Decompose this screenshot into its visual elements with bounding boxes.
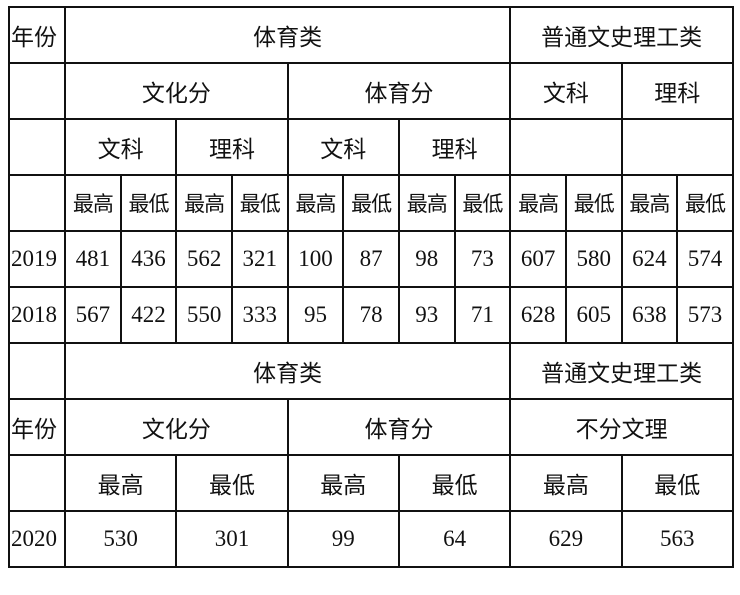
score-cell: 71 bbox=[453, 286, 512, 344]
max-header: 最高 bbox=[64, 174, 122, 232]
blank-cell bbox=[8, 342, 66, 400]
no-split-header: 不分文理 bbox=[509, 398, 734, 456]
score-cell: 563 bbox=[620, 510, 734, 568]
max-header: 最高 bbox=[509, 454, 623, 512]
max-header: 最高 bbox=[175, 174, 233, 232]
data-row-2019: 2019 481 436 562 321 100 87 98 73 607 580 624 574 bbox=[8, 230, 734, 288]
score-cell: 333 bbox=[230, 286, 289, 344]
score-cell: 567 bbox=[64, 286, 122, 344]
score-cell: 95 bbox=[286, 286, 345, 344]
culture-science-header: 理科 bbox=[175, 118, 289, 176]
score-cell: 580 bbox=[564, 230, 623, 288]
blank-cell bbox=[8, 454, 66, 512]
blank-cell bbox=[8, 118, 66, 176]
general-science-header: 理科 bbox=[620, 62, 734, 120]
score-cell: 321 bbox=[230, 230, 289, 288]
score-cell: 73 bbox=[453, 230, 512, 288]
score-cell: 93 bbox=[397, 286, 456, 344]
bottom-header-row-3: 最高 最低 最高 最低 最高 最低 bbox=[8, 454, 734, 512]
year-cell: 2020 bbox=[8, 510, 66, 568]
score-cell: 64 bbox=[397, 510, 512, 568]
score-cell: 638 bbox=[620, 286, 679, 344]
score-cell: 574 bbox=[676, 230, 734, 288]
min-header: 最低 bbox=[453, 174, 512, 232]
max-header: 最高 bbox=[620, 174, 679, 232]
sports-header: 体育类 bbox=[63, 6, 512, 64]
general-header: 普通文史理工类 bbox=[509, 342, 734, 400]
score-cell: 481 bbox=[64, 230, 122, 288]
general-liberal-header: 文科 bbox=[509, 62, 623, 120]
sports-science-header: 理科 bbox=[397, 118, 512, 176]
bottom-header-row-1: 体育类 普通文史理工类 bbox=[8, 342, 734, 400]
culture-header: 文化分 bbox=[64, 398, 289, 456]
max-header: 最高 bbox=[63, 454, 178, 512]
score-cell: 530 bbox=[63, 510, 178, 568]
min-header: 最低 bbox=[397, 454, 512, 512]
score-cell: 562 bbox=[175, 230, 233, 288]
min-header: 最低 bbox=[564, 174, 623, 232]
score-cell: 100 bbox=[286, 230, 345, 288]
score-cell: 422 bbox=[119, 286, 178, 344]
score-cell: 607 bbox=[509, 230, 567, 288]
admission-score-table: 年份 体育类 普通文史理工类 文化分 体育分 文科 理科 文科 理科 文科 理科… bbox=[8, 6, 734, 568]
blank-cell bbox=[509, 118, 623, 176]
max-header: 最高 bbox=[286, 174, 345, 232]
blank-cell bbox=[620, 118, 734, 176]
sports-score-header: 体育分 bbox=[286, 62, 512, 120]
score-cell: 550 bbox=[175, 286, 233, 344]
score-cell: 99 bbox=[286, 510, 400, 568]
year-header: 年份 bbox=[8, 398, 66, 456]
min-header: 最低 bbox=[119, 174, 178, 232]
score-cell: 605 bbox=[564, 286, 623, 344]
max-header: 最高 bbox=[397, 174, 456, 232]
score-cell: 573 bbox=[676, 286, 734, 344]
header-row-2: 文化分 体育分 文科 理科 bbox=[8, 62, 734, 120]
max-header: 最高 bbox=[286, 454, 400, 512]
header-row-4: 最高 最低 最高 最低 最高 最低 最高 最低 最高 最低 最高 最低 bbox=[8, 174, 734, 232]
header-row-1: 年份 体育类 普通文史理工类 bbox=[8, 6, 734, 64]
min-header: 最低 bbox=[342, 174, 400, 232]
blank-cell bbox=[8, 174, 66, 232]
culture-header: 文化分 bbox=[64, 62, 289, 120]
min-header: 最低 bbox=[175, 454, 289, 512]
score-cell: 98 bbox=[397, 230, 456, 288]
culture-liberal-header: 文科 bbox=[63, 118, 178, 176]
blank-cell bbox=[8, 62, 66, 120]
header-row-3: 文科 理科 文科 理科 bbox=[8, 118, 734, 176]
year-cell: 2019 bbox=[8, 230, 66, 288]
score-cell: 628 bbox=[509, 286, 567, 344]
sports-liberal-header: 文科 bbox=[286, 118, 400, 176]
score-cell: 629 bbox=[509, 510, 623, 568]
sports-header: 体育类 bbox=[63, 342, 512, 400]
score-cell: 78 bbox=[342, 286, 400, 344]
data-row-2018: 2018 567 422 550 333 95 78 93 71 628 605 638 573 bbox=[8, 286, 734, 344]
general-header: 普通文史理工类 bbox=[509, 6, 734, 64]
score-cell: 301 bbox=[175, 510, 289, 568]
year-header: 年份 bbox=[8, 6, 66, 64]
bottom-header-row-2: 年份 文化分 体育分 不分文理 bbox=[8, 398, 734, 456]
score-cell: 624 bbox=[620, 230, 679, 288]
min-header: 最低 bbox=[230, 174, 289, 232]
score-cell: 87 bbox=[342, 230, 400, 288]
year-cell: 2018 bbox=[8, 286, 66, 344]
sports-score-header: 体育分 bbox=[286, 398, 512, 456]
min-header: 最低 bbox=[676, 174, 734, 232]
min-header: 最低 bbox=[620, 454, 734, 512]
data-row-2020: 2020 530 301 99 64 629 563 bbox=[8, 510, 734, 568]
max-header: 最高 bbox=[509, 174, 567, 232]
score-cell: 436 bbox=[119, 230, 178, 288]
